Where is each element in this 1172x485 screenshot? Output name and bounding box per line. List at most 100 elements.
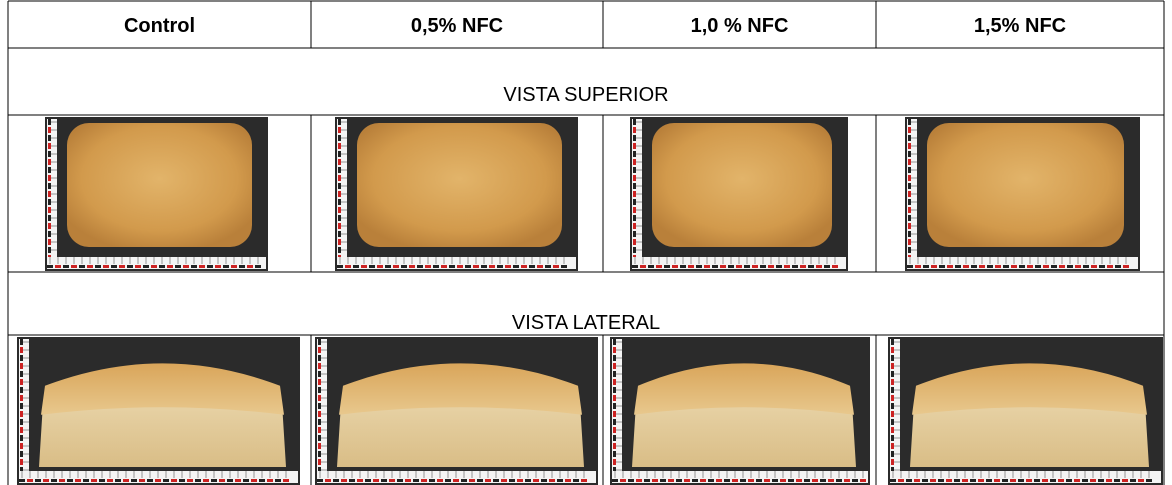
ruler-mark [780,479,786,482]
ruler-mark [199,265,205,268]
ruler-mark [361,265,367,268]
ruler-mark [696,265,702,268]
section-label: VISTA SUPERIOR [503,84,668,106]
bread-photo [45,117,268,271]
ruler-mark [318,339,321,345]
ruler-mark [20,339,23,345]
ruler-mark [505,265,511,268]
ruler-mark [183,265,189,268]
ruler-mark [71,265,77,268]
ruler-mark [553,265,559,268]
ruler-mark [613,411,616,417]
ruler-mark [353,265,359,268]
ruler-mark [437,479,443,482]
ruler-mark [1107,265,1113,268]
ruler-mark [1122,479,1128,482]
ruler-mark [525,479,531,482]
ruler-mark [369,265,375,268]
ruler-mark [828,479,834,482]
ruler-mark [338,223,341,229]
ruler-mark [796,479,802,482]
ruler-mark [633,191,636,197]
ruler-mark [613,467,616,473]
ruler-mark [620,479,626,482]
ruler-mark [48,223,51,229]
ruler-mark [20,371,23,377]
ruler-mark [48,119,51,125]
ruler-mark [385,265,391,268]
ruler-mark [239,265,245,268]
ruler-mark [338,247,341,253]
ruler-mark [836,479,842,482]
ruler-mark [908,175,911,181]
ruler-mark [908,127,911,133]
ruler-mark [338,191,341,197]
ruler-mark [473,265,479,268]
ruler-mark [20,459,23,465]
ruler-mark [338,231,341,237]
ruler-mark [155,479,161,482]
ruler-mark [481,265,487,268]
bread-photo [17,337,300,485]
ruler-mark [930,479,936,482]
ruler-mark [338,199,341,205]
ruler-mark [736,265,742,268]
ruler-mark [1098,479,1104,482]
ruler-mark [613,459,616,465]
ruler-mark [545,265,551,268]
ruler-mark [20,355,23,361]
ruler-mark [51,479,57,482]
section-label: VISTA LATERAL [512,312,660,334]
ruler-mark [812,479,818,482]
bread-photo [335,117,578,271]
ruler-mark [891,435,894,441]
ruler-mark [318,419,321,425]
ruler-mark [338,183,341,189]
ruler-mark [613,443,616,449]
ruler-mark [613,435,616,441]
ruler-mark [167,265,173,268]
ruler-mark [740,479,746,482]
ruler-mark [445,479,451,482]
ruler-mark [187,479,193,482]
ruler-mark [613,403,616,409]
ruler-mark [389,479,395,482]
ruler-mark [752,265,758,268]
ruler-mark [756,479,762,482]
ruler-mark [421,479,427,482]
ruler-mark [628,479,634,482]
ruler-mark [1066,479,1072,482]
ruler-mark [633,175,636,181]
ruler-mark [860,479,866,482]
ruler-mark [633,151,636,157]
ruler-mark [48,159,51,165]
ruler-mark [1075,265,1081,268]
ruler-mark [891,419,894,425]
ruler-mark [613,427,616,433]
ruler-mark [207,265,213,268]
ruler-mark [461,479,467,482]
ruler-mark [891,459,894,465]
ruler-mark [907,265,913,268]
ruler-mark [891,443,894,449]
ruler-mark [644,479,650,482]
ruler-mark [612,479,618,482]
ruler-mark [485,479,491,482]
ruler-mark [87,265,93,268]
ruler-mark [48,239,51,245]
ruler-mark [716,479,722,482]
ruler-mark [409,265,415,268]
ruler-mark [20,347,23,353]
ruler-mark [91,479,97,482]
ruler-mark [891,451,894,457]
ruler-mark [908,199,911,205]
ruler-mark [20,387,23,393]
bread-crust [634,363,854,415]
ruler [19,339,29,483]
ruler-mark [633,231,636,237]
ruler [317,339,327,483]
ruler-mark [979,265,985,268]
ruler-mark [1114,479,1120,482]
ruler-mark [891,379,894,385]
ruler-mark [772,479,778,482]
